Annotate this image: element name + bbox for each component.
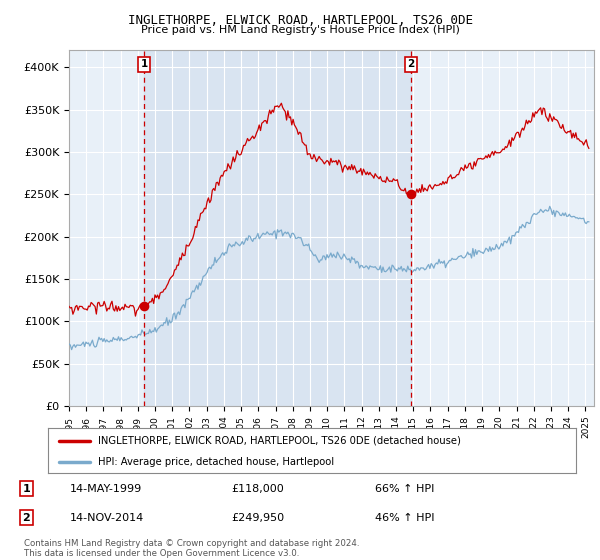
Text: 14-NOV-2014: 14-NOV-2014	[70, 512, 144, 522]
Text: 2: 2	[23, 512, 30, 522]
Text: Price paid vs. HM Land Registry's House Price Index (HPI): Price paid vs. HM Land Registry's House …	[140, 25, 460, 35]
Text: 14-MAY-1999: 14-MAY-1999	[70, 484, 142, 493]
Text: £118,000: £118,000	[231, 484, 284, 493]
Text: HPI: Average price, detached house, Hartlepool: HPI: Average price, detached house, Hart…	[98, 457, 334, 467]
Text: INGLETHORPE, ELWICK ROAD, HARTLEPOOL, TS26 0DE (detached house): INGLETHORPE, ELWICK ROAD, HARTLEPOOL, TS…	[98, 436, 461, 446]
Text: 1: 1	[23, 484, 30, 493]
Text: £249,950: £249,950	[231, 512, 284, 522]
Text: 2: 2	[407, 59, 415, 69]
Text: INGLETHORPE, ELWICK ROAD, HARTLEPOOL, TS26 0DE: INGLETHORPE, ELWICK ROAD, HARTLEPOOL, TS…	[128, 14, 473, 27]
Text: 66% ↑ HPI: 66% ↑ HPI	[375, 484, 434, 493]
Bar	[144, 50, 411, 406]
Text: Contains HM Land Registry data © Crown copyright and database right 2024.
This d: Contains HM Land Registry data © Crown c…	[24, 539, 359, 558]
Text: 1: 1	[140, 59, 148, 69]
Text: 46% ↑ HPI: 46% ↑ HPI	[375, 512, 434, 522]
